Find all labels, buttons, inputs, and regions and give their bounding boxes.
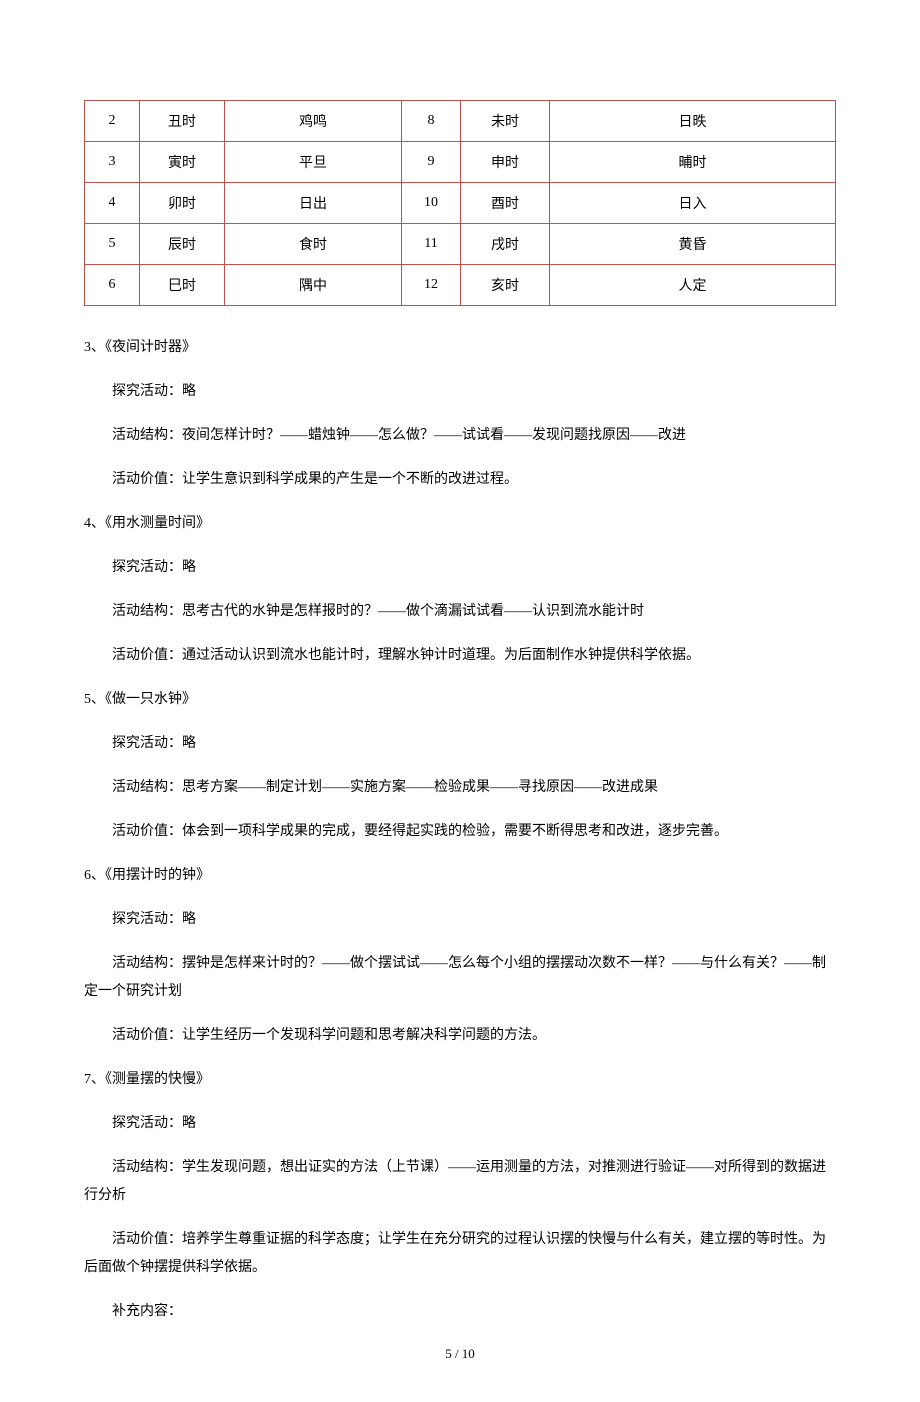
table-row: 2 丑时 鸡鸣 8 未时 日昳 [85, 101, 836, 142]
cell-shichen: 酉时 [461, 183, 550, 224]
section-line: 探究活动：略 [84, 1110, 836, 1138]
cell-num: 10 [402, 183, 461, 224]
cell-num: 2 [85, 101, 140, 142]
cell-shichen: 巳时 [140, 265, 225, 306]
section-line: 活动价值：体会到一项科学成果的完成，要经得起实践的检验，需要不断得思考和改进，逐… [84, 818, 836, 846]
cell-shichen: 戌时 [461, 224, 550, 265]
cell-alias: 日入 [550, 183, 836, 224]
section-line: 活动结构：摆钟是怎样来计时的？——做个摆试试——怎么每个小组的摆摆动次数不一样？… [84, 950, 836, 1006]
cell-shichen: 卯时 [140, 183, 225, 224]
cell-alias: 食时 [225, 224, 402, 265]
cell-alias: 隅中 [225, 265, 402, 306]
section-title-3: 3、《夜间计时器》 [84, 334, 836, 362]
cell-alias: 平旦 [225, 142, 402, 183]
section-title-5: 5、《做一只水钟》 [84, 686, 836, 714]
cell-num: 9 [402, 142, 461, 183]
table-row: 3 寅时 平旦 9 申时 晡时 [85, 142, 836, 183]
cell-num: 3 [85, 142, 140, 183]
cell-alias: 晡时 [550, 142, 836, 183]
section-line: 活动结构：夜间怎样计时？——蜡烛钟——怎么做？——试试看——发现问题找原因——改… [84, 422, 836, 450]
cell-alias: 黄昏 [550, 224, 836, 265]
section-title-7: 7、《测量摆的快慢》 [84, 1066, 836, 1094]
cell-num: 12 [402, 265, 461, 306]
section-line: 活动结构：思考古代的水钟是怎样报时的？——做个滴漏试试看——认识到流水能计时 [84, 598, 836, 626]
section-line: 活动价值：培养学生尊重证据的科学态度；让学生在充分研究的过程认识摆的快慢与什么有… [84, 1226, 836, 1282]
table-row: 4 卯时 日出 10 酉时 日入 [85, 183, 836, 224]
cell-alias: 鸡鸣 [225, 101, 402, 142]
document-page: 2 丑时 鸡鸣 8 未时 日昳 3 寅时 平旦 9 申时 晡时 4 卯时 日出 … [0, 0, 920, 1402]
cell-shichen: 亥时 [461, 265, 550, 306]
cell-alias: 人定 [550, 265, 836, 306]
section-line: 探究活动：略 [84, 378, 836, 406]
cell-shichen: 未时 [461, 101, 550, 142]
cell-num: 4 [85, 183, 140, 224]
section-line: 活动价值：通过活动认识到流水也能计时，理解水钟计时道理。为后面制作水钟提供科学依… [84, 642, 836, 670]
shichen-table: 2 丑时 鸡鸣 8 未时 日昳 3 寅时 平旦 9 申时 晡时 4 卯时 日出 … [84, 100, 836, 306]
cell-alias: 日昳 [550, 101, 836, 142]
section-line: 探究活动：略 [84, 730, 836, 758]
section-line: 探究活动：略 [84, 554, 836, 582]
section-title-4: 4、《用水测量时间》 [84, 510, 836, 538]
cell-shichen: 辰时 [140, 224, 225, 265]
cell-alias: 日出 [225, 183, 402, 224]
cell-num: 6 [85, 265, 140, 306]
cell-num: 8 [402, 101, 461, 142]
section-line: 活动结构：思考方案——制定计划——实施方案——检验成果——寻找原因——改进成果 [84, 774, 836, 802]
cell-num: 11 [402, 224, 461, 265]
section-line: 探究活动：略 [84, 906, 836, 934]
section-title-6: 6、《用摆计时的钟》 [84, 862, 836, 890]
table-row: 5 辰时 食时 11 戌时 黄昏 [85, 224, 836, 265]
section-line: 补充内容： [84, 1298, 836, 1326]
section-line: 活动结构：学生发现问题，想出证实的方法（上节课）——运用测量的方法，对推测进行验… [84, 1154, 836, 1210]
cell-num: 5 [85, 224, 140, 265]
page-number: 5 / 10 [0, 1346, 920, 1362]
cell-shichen: 丑时 [140, 101, 225, 142]
section-line: 活动价值：让学生经历一个发现科学问题和思考解决科学问题的方法。 [84, 1022, 836, 1050]
cell-shichen: 寅时 [140, 142, 225, 183]
table-row: 6 巳时 隅中 12 亥时 人定 [85, 265, 836, 306]
section-line: 活动价值：让学生意识到科学成果的产生是一个不断的改进过程。 [84, 466, 836, 494]
cell-shichen: 申时 [461, 142, 550, 183]
